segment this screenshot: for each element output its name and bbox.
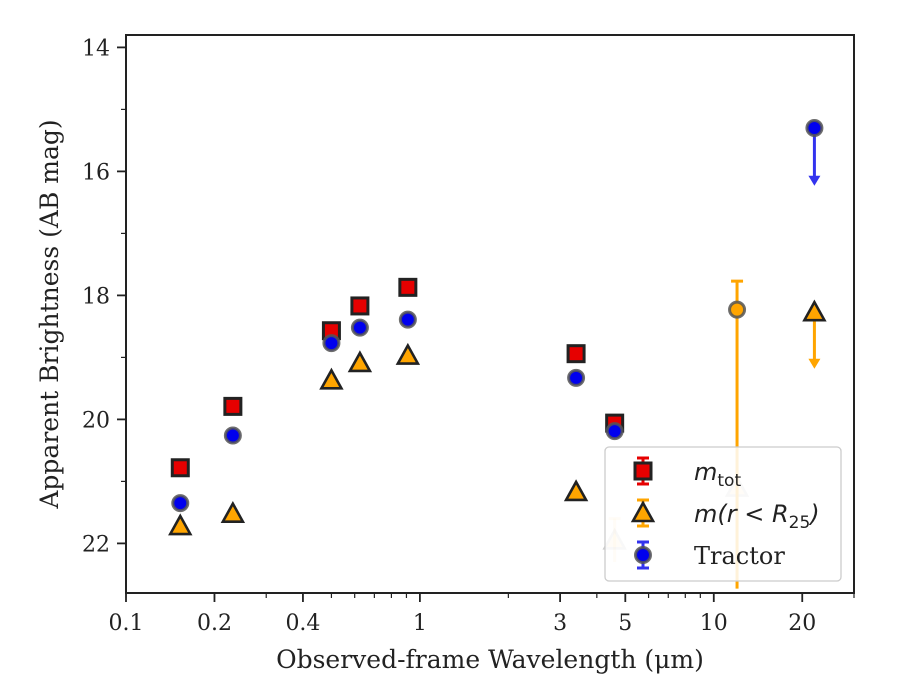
legend-marker-circle [634, 546, 652, 564]
x-tick-label: 0.1 [109, 611, 144, 636]
legend-label: mtot [694, 458, 741, 491]
legend: mtot m(r < R25) Tractor [604, 446, 842, 582]
legend-label: Tractor [694, 542, 785, 570]
marker-square [566, 344, 586, 364]
legend-label-subscript: tot [717, 471, 741, 491]
legend-label-tail: ) [808, 500, 819, 528]
legend-box [604, 446, 842, 582]
marker-square [170, 458, 190, 478]
y-tick-label: 16 [82, 160, 110, 185]
marker-triangle [319, 367, 344, 390]
marker-circle [350, 318, 369, 337]
upper-limit-arrow-head [808, 175, 821, 186]
marker-circle [605, 422, 624, 441]
marker-square [350, 296, 370, 316]
marker-circle [805, 119, 824, 137]
legend-label-main: Tractor [694, 542, 785, 570]
y-tick-label: 20 [82, 408, 110, 433]
x-tick-label: 5 [618, 611, 632, 636]
marker-circle [567, 368, 586, 387]
marker-square [398, 277, 418, 297]
marker-triangle [220, 500, 246, 523]
marker-circle [398, 310, 417, 329]
x-axis-label: Observed-frame Wavelength (μm) [276, 645, 704, 674]
x-tick-label: 1 [413, 611, 427, 636]
y-axis-label: Apparent Brightness (AB mag) [35, 119, 64, 509]
legend-label-main: m [694, 458, 717, 486]
x-tick-label: 0.2 [197, 611, 232, 636]
legend-label-subscript: 25 [789, 513, 811, 533]
plot-frame [125, 34, 855, 594]
legend-marker-triangle [630, 500, 656, 523]
y-tick-label: 18 [82, 284, 110, 309]
marker-circle [728, 300, 747, 319]
x-tick-label: 3 [553, 611, 567, 636]
axis-ticks: 0.1 0.2 0.4 1 3 5 10 20 14 16 18 20 22 [82, 36, 855, 636]
marker-triangle [347, 350, 373, 373]
x-tick-label: 0.4 [285, 611, 320, 636]
legend-marker-square [633, 461, 653, 481]
legend-label: m(r < R25) [694, 500, 820, 533]
legend-label-main: m(r < R [694, 500, 789, 528]
upper-limit-arrow-head [808, 358, 821, 369]
y-tick-label: 14 [82, 36, 110, 61]
marker-triangle [802, 299, 827, 322]
marker-square [223, 396, 243, 416]
marker-circle [322, 334, 341, 353]
x-tick-label: 10 [700, 611, 728, 636]
marker-circle [171, 494, 190, 513]
marker-triangle [395, 342, 421, 365]
marker-triangle [563, 479, 589, 502]
marker-circle [223, 426, 242, 445]
x-tick-label: 20 [788, 611, 816, 636]
y-tick-label: 22 [82, 532, 110, 557]
marker-triangle [168, 513, 193, 536]
